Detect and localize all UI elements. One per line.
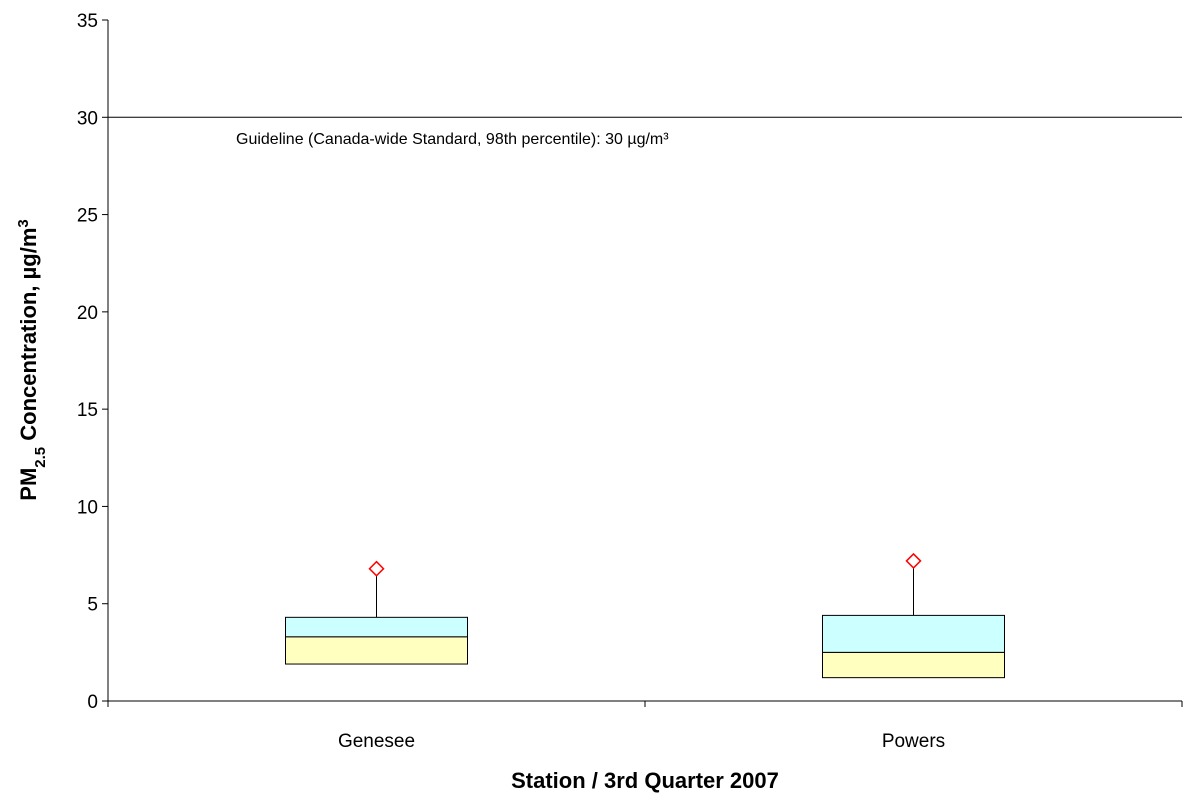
y-tick-label: 5 [87,595,98,616]
box-lower [822,651,1005,679]
guideline-annotation: Guideline (Canada-wide Standard, 98th pe… [236,131,669,148]
x-tick-label: Genesee [338,731,415,752]
y-tick-label: 25 [77,206,98,227]
y-tick-label: 10 [77,497,98,518]
y-label-rest: Concentration, µg/m [16,228,41,447]
y-label-sup: 3 [15,219,32,227]
y-label-main: PM [16,468,41,501]
y-tick-label: 35 [77,11,98,32]
y-tick-label: 0 [87,692,98,713]
y-axis-label: PM2.5 Concentration, µg/m3 [15,219,49,500]
y-tick-label: 20 [77,303,98,324]
max-marker [905,552,922,569]
y-tick-label: 15 [77,400,98,421]
x-axis-label: Station / 3rd Quarter 2007 [511,768,779,793]
max-marker [368,560,385,577]
box-lower [285,636,468,665]
x-tick-label: Powers [882,731,945,752]
y-label-sub: 2.5 [32,447,49,468]
box-upper [822,614,1005,653]
box-upper [285,616,468,638]
y-tick-label: 30 [77,108,98,129]
